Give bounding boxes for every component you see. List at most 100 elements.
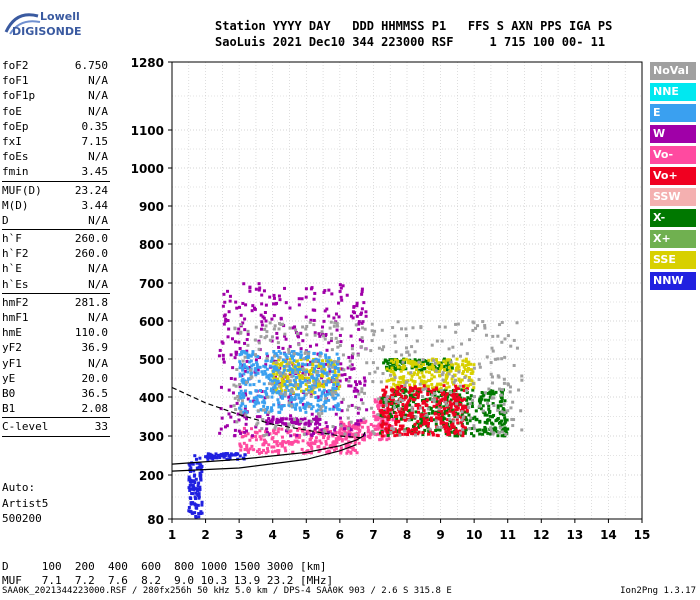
echo-point bbox=[298, 408, 302, 412]
echo-point bbox=[307, 372, 311, 376]
echo-point bbox=[498, 426, 502, 430]
echo-point bbox=[195, 461, 199, 465]
echo-point bbox=[408, 386, 412, 390]
echo-point bbox=[430, 377, 434, 381]
echo-point bbox=[260, 395, 264, 399]
legend-item-nne: NNE bbox=[650, 83, 696, 101]
echo-point bbox=[277, 349, 281, 353]
echo-point bbox=[335, 378, 339, 382]
echo-point bbox=[426, 366, 430, 370]
echo-point bbox=[441, 371, 445, 375]
echo-point bbox=[436, 425, 440, 429]
echo-point bbox=[376, 413, 380, 417]
echo-point bbox=[318, 354, 322, 358]
echo-point bbox=[256, 421, 260, 425]
echo-point bbox=[277, 358, 281, 362]
echo-point bbox=[289, 414, 293, 418]
echo-point bbox=[479, 407, 483, 411]
echo-point bbox=[422, 363, 426, 367]
echo-point bbox=[389, 388, 393, 392]
param-value: N/A bbox=[88, 262, 108, 276]
echo-point bbox=[258, 429, 262, 433]
echo-points bbox=[187, 282, 524, 520]
echo-point bbox=[422, 417, 426, 421]
x-tick-label: 1 bbox=[168, 528, 176, 542]
echo-point bbox=[356, 353, 360, 357]
echo-point bbox=[459, 354, 463, 358]
echo-point bbox=[243, 341, 247, 345]
echo-point bbox=[398, 398, 402, 402]
echo-point bbox=[440, 415, 444, 419]
echo-point bbox=[244, 389, 248, 393]
echo-point bbox=[405, 334, 409, 338]
param-row: h`Es N/A bbox=[2, 277, 110, 292]
echo-point bbox=[233, 428, 237, 432]
echo-point bbox=[322, 319, 326, 323]
echo-point bbox=[457, 396, 461, 400]
echo-point bbox=[350, 354, 354, 358]
echo-point bbox=[481, 409, 485, 413]
echo-point bbox=[494, 357, 498, 361]
echo-point bbox=[266, 354, 270, 358]
echo-point bbox=[323, 334, 327, 338]
echo-point bbox=[327, 430, 331, 434]
echo-point bbox=[292, 397, 296, 401]
echo-point bbox=[318, 351, 322, 355]
echo-point bbox=[515, 346, 519, 350]
echo-point bbox=[339, 367, 343, 371]
echo-point bbox=[300, 374, 304, 378]
echo-point bbox=[451, 380, 455, 384]
echo-point bbox=[262, 408, 266, 412]
echo-point bbox=[241, 435, 245, 439]
echo-point bbox=[427, 379, 431, 383]
echo-point bbox=[219, 407, 223, 411]
echo-point bbox=[412, 400, 416, 404]
echo-point bbox=[460, 414, 464, 418]
echo-point bbox=[404, 357, 408, 361]
echo-point bbox=[473, 415, 477, 419]
echo-point bbox=[311, 363, 315, 367]
echo-point bbox=[282, 440, 286, 444]
echo-point bbox=[330, 348, 334, 352]
echo-point bbox=[327, 372, 331, 376]
echo-point bbox=[418, 376, 422, 380]
echo-point bbox=[248, 399, 252, 403]
echo-point bbox=[248, 447, 252, 451]
echo-point bbox=[481, 404, 485, 408]
echo-point bbox=[317, 418, 321, 422]
echo-point bbox=[338, 289, 342, 293]
echo-point bbox=[477, 399, 481, 403]
echo-point bbox=[296, 440, 300, 444]
echo-point bbox=[244, 351, 248, 355]
echo-point bbox=[293, 395, 297, 399]
echo-point bbox=[333, 448, 337, 452]
echo-point bbox=[358, 407, 362, 411]
echo-point bbox=[194, 514, 198, 518]
echo-point bbox=[244, 382, 248, 386]
echo-point bbox=[265, 392, 269, 396]
echo-point bbox=[408, 403, 412, 407]
echo-point bbox=[329, 339, 333, 343]
echo-point bbox=[384, 403, 388, 407]
echo-point bbox=[483, 391, 487, 395]
echo-point bbox=[329, 378, 333, 382]
echo-point bbox=[406, 401, 410, 405]
echo-point bbox=[286, 377, 290, 381]
echo-point bbox=[425, 413, 429, 417]
echo-point bbox=[280, 444, 284, 448]
echo-point bbox=[194, 491, 198, 495]
echo-point bbox=[313, 291, 317, 295]
echo-point bbox=[302, 389, 306, 393]
echo-point bbox=[265, 433, 269, 437]
echo-point bbox=[500, 320, 504, 324]
echo-point bbox=[352, 305, 356, 309]
dashed-curve bbox=[171, 386, 364, 439]
echo-point bbox=[296, 383, 300, 387]
echo-point bbox=[446, 418, 450, 422]
echo-point bbox=[431, 433, 435, 437]
echo-point bbox=[336, 387, 340, 391]
echo-point bbox=[412, 383, 416, 387]
echo-point bbox=[463, 384, 467, 388]
echo-point bbox=[393, 376, 397, 380]
echo-point bbox=[499, 412, 503, 416]
